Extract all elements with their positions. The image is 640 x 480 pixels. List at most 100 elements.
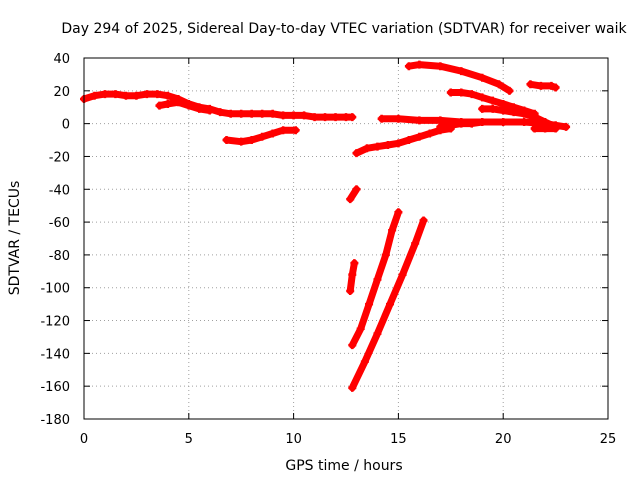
data-point — [142, 90, 151, 99]
y-tick-label: -40 — [49, 183, 70, 198]
y-tick-label: -120 — [40, 315, 70, 330]
data-point — [488, 96, 497, 105]
y-tick-label: -20 — [49, 150, 70, 165]
data-point — [509, 108, 518, 117]
y-tick-label: -160 — [40, 380, 70, 395]
data-point — [373, 275, 382, 284]
data-point — [394, 139, 403, 148]
series-9-points — [436, 117, 487, 131]
data-point — [184, 101, 193, 110]
data-point — [404, 62, 413, 71]
data-point — [360, 357, 369, 366]
data-point — [415, 60, 424, 69]
data-point — [377, 114, 386, 123]
series-11-points — [526, 80, 560, 92]
data-point — [536, 81, 545, 90]
x-tick-label: 5 — [185, 432, 193, 447]
data-point — [562, 122, 571, 131]
data-point — [174, 98, 183, 107]
data-point — [356, 324, 365, 333]
data-point — [436, 122, 445, 131]
y-tick-label: 0 — [62, 118, 70, 133]
series-1-trace — [80, 90, 356, 121]
data-point — [495, 80, 504, 89]
plot-frame — [83, 57, 609, 420]
data-point — [415, 132, 424, 141]
data-point — [348, 341, 357, 350]
data-point — [373, 142, 382, 151]
data-point — [268, 109, 277, 118]
data-point — [247, 136, 256, 145]
data-point — [216, 108, 225, 117]
data-point — [541, 124, 550, 133]
series-6-trace — [405, 61, 513, 95]
y-tick-label: 40 — [53, 52, 70, 67]
data-point — [258, 109, 267, 118]
data-point — [258, 132, 267, 141]
data-point — [457, 119, 466, 128]
y-tick-label: -100 — [40, 282, 70, 297]
data-point — [388, 226, 397, 235]
x-tick-label: 25 — [600, 432, 617, 447]
data-point — [352, 149, 361, 158]
data-point — [520, 117, 529, 126]
y-axis-label: SDTVAR / TECUs — [7, 181, 23, 296]
data-point — [100, 90, 109, 99]
series-2-points — [155, 98, 214, 115]
data-point — [467, 119, 476, 128]
data-point — [362, 144, 371, 153]
data-point — [505, 86, 514, 95]
data-point — [205, 106, 214, 115]
series-1-points — [80, 90, 357, 122]
series-4-trace — [353, 125, 455, 157]
data-point — [132, 91, 141, 100]
series-10-points — [530, 124, 560, 133]
data-point — [237, 109, 246, 118]
data-point — [415, 116, 424, 125]
data-point — [394, 208, 403, 217]
data-point — [222, 136, 231, 145]
data-point — [394, 114, 403, 123]
data-point — [163, 99, 172, 108]
data-point — [457, 67, 466, 76]
data-point — [121, 91, 130, 100]
data-point — [346, 287, 355, 296]
data-point — [279, 126, 288, 135]
data-point — [436, 62, 445, 71]
x-axis-label: GPS time / hours — [285, 458, 402, 474]
data-point — [398, 270, 407, 279]
data-point — [457, 88, 466, 97]
x-tick-label: 10 — [285, 432, 302, 447]
data-point — [425, 129, 434, 138]
data-series — [80, 60, 571, 392]
data-point — [530, 124, 539, 133]
data-point — [404, 136, 413, 145]
data-point — [381, 250, 390, 259]
data-point — [478, 104, 487, 113]
y-tick-label: -80 — [49, 249, 70, 264]
data-point — [348, 113, 357, 122]
data-point — [488, 104, 497, 113]
data-point — [291, 126, 300, 135]
y-axis-ticks: -180 -160 -140 -120 -100 -80 -60 -40 -20 0 20 40 — [40, 52, 608, 428]
data-point — [547, 81, 556, 90]
data-point — [155, 101, 164, 110]
y-tick-label: -180 — [40, 413, 70, 428]
data-point — [195, 104, 204, 113]
y-tick-label: -60 — [49, 216, 70, 231]
data-point — [348, 383, 357, 392]
data-point — [350, 259, 359, 268]
data-point — [499, 106, 508, 115]
series-15-points — [348, 216, 428, 392]
data-point — [153, 90, 162, 99]
data-point — [348, 270, 357, 279]
data-point — [383, 140, 392, 149]
y-tick-label: -140 — [40, 347, 70, 362]
data-point — [163, 91, 172, 100]
data-point — [551, 83, 560, 92]
data-point — [520, 109, 529, 118]
data-point — [247, 109, 256, 118]
data-point — [289, 111, 298, 120]
data-point — [551, 124, 560, 133]
